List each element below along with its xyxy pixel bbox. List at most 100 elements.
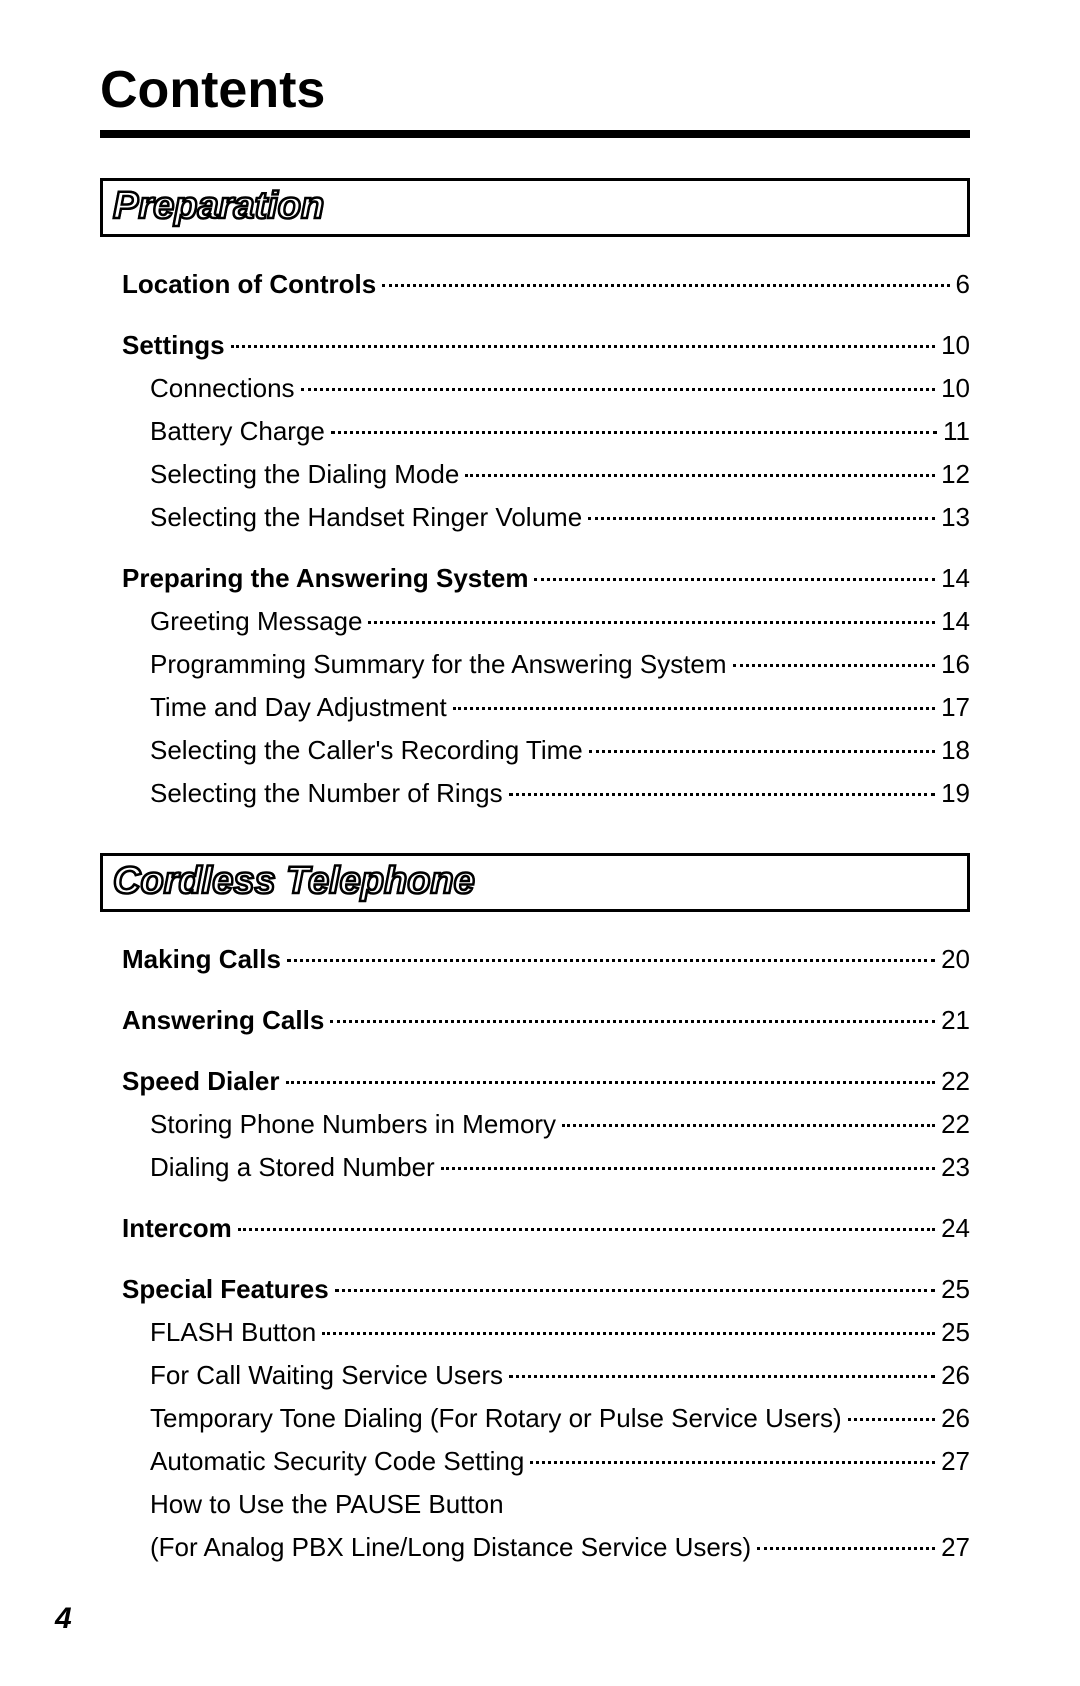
toc-page: 10 xyxy=(941,369,970,408)
toc-row: Answering Calls 21 xyxy=(122,1001,970,1040)
toc-page: 14 xyxy=(941,602,970,641)
toc-group: Special Features25 FLASH Button 25 For Call… xyxy=(122,1270,970,1567)
toc-page: 21 xyxy=(941,1001,970,1040)
toc-page: 19 xyxy=(941,774,970,813)
toc-label: Storing Phone Numbers in Memory xyxy=(150,1105,556,1144)
toc-page: 26 xyxy=(941,1356,970,1395)
toc-page: 18 xyxy=(941,731,970,770)
toc-page: 13 xyxy=(941,498,970,537)
toc-label: Speed Dialer xyxy=(122,1062,280,1101)
toc-label: FLASH Button xyxy=(150,1313,316,1352)
toc-leader xyxy=(382,284,949,287)
toc-row: Selecting the Caller's Recording Time 18 xyxy=(122,731,970,770)
toc-leader xyxy=(848,1418,935,1421)
toc-page: 22 xyxy=(941,1062,970,1101)
toc-row: Greeting Message 14 xyxy=(122,602,970,641)
toc-row: Connections 10 xyxy=(122,369,970,408)
toc-group: Location of Controls 6 xyxy=(122,265,970,304)
section-header-box: Preparation xyxy=(100,178,970,237)
toc-row: Automatic Security Code Setting 27 xyxy=(122,1442,970,1481)
toc-page: 12 xyxy=(941,455,970,494)
toc-list: Location of Controls6Settings10Connectio… xyxy=(122,265,970,813)
toc-label: Battery Charge xyxy=(150,412,325,451)
toc-leader xyxy=(453,707,935,710)
toc-leader xyxy=(335,1289,935,1292)
toc-label: (For Analog PBX Line/Long Distance Servi… xyxy=(150,1528,751,1567)
toc-label: Connections xyxy=(150,369,295,408)
toc-row: Preparing the Answering System 14 xyxy=(122,559,970,598)
section-header-box: Cordless Telephone xyxy=(100,853,970,912)
toc-label: For Call Waiting Service Users xyxy=(150,1356,503,1395)
toc-leader xyxy=(465,474,935,477)
toc-leader xyxy=(330,1020,935,1023)
toc-row: Speed Dialer 22 xyxy=(122,1062,970,1101)
toc-label: Time and Day Adjustment xyxy=(150,688,447,727)
toc-leader xyxy=(589,750,935,753)
toc-page: 16 xyxy=(941,645,970,684)
toc-label: Location of Controls xyxy=(122,265,376,304)
toc-label: Selecting the Handset Ringer Volume xyxy=(150,498,582,537)
section-header-text: Preparation xyxy=(113,185,324,227)
toc-row: Selecting the Number of Rings 19 xyxy=(122,774,970,813)
toc-leader xyxy=(238,1228,935,1231)
toc-label: Selecting the Dialing Mode xyxy=(150,455,459,494)
toc-row: Making Calls20 xyxy=(122,940,970,979)
toc-label: Automatic Security Code Setting xyxy=(150,1442,524,1481)
toc-label: Settings xyxy=(122,326,225,365)
toc-group: Intercom24 xyxy=(122,1209,970,1248)
toc-group: Settings 10 Connections 10 Battery Charge 11 S… xyxy=(122,326,970,537)
toc-leader xyxy=(588,517,935,520)
toc-row: Selecting the Handset Ringer Volume 13 xyxy=(122,498,970,537)
toc-page: 11 xyxy=(943,412,970,451)
toc-page: 24 xyxy=(941,1209,970,1248)
toc-row: How to Use the PAUSE Button xyxy=(122,1485,970,1524)
title-rule xyxy=(100,130,970,138)
toc-label: Selecting the Number of Rings xyxy=(150,774,503,813)
toc-leader xyxy=(562,1124,935,1127)
toc-group: Speed Dialer 22 Storing Phone Numbers in M… xyxy=(122,1062,970,1187)
toc-label: Temporary Tone Dialing (For Rotary or Pu… xyxy=(150,1399,842,1438)
toc-leader xyxy=(331,431,937,434)
toc-row: (For Analog PBX Line/Long Distance Servi… xyxy=(122,1528,970,1567)
section-header-text: Cordless Telephone xyxy=(113,860,475,902)
toc-leader xyxy=(733,664,936,667)
toc-page: 25 xyxy=(941,1313,970,1352)
toc-page: 26 xyxy=(941,1399,970,1438)
toc-label: Greeting Message xyxy=(150,602,362,641)
toc-row: Location of Controls 6 xyxy=(122,265,970,304)
toc-page: 14 xyxy=(941,559,970,598)
toc-row: Selecting the Dialing Mode 12 xyxy=(122,455,970,494)
toc-row: Settings 10 xyxy=(122,326,970,365)
toc-group: Preparing the Answering System14Greeting… xyxy=(122,559,970,813)
toc-row: Temporary Tone Dialing (For Rotary or Pu… xyxy=(122,1399,970,1438)
toc-page: 6 xyxy=(956,265,970,304)
toc-row: For Call Waiting Service Users 26 xyxy=(122,1356,970,1395)
toc-label: Preparing the Answering System xyxy=(122,559,528,598)
toc-page: 23 xyxy=(941,1148,970,1187)
toc-sections: Preparation Location of Controls 6 Settings… xyxy=(100,178,970,1567)
toc-leader xyxy=(286,1081,936,1084)
toc-leader xyxy=(368,621,935,624)
toc-leader xyxy=(509,793,935,796)
toc-leader xyxy=(509,1375,935,1378)
toc-leader xyxy=(287,959,935,962)
toc-leader xyxy=(301,388,936,391)
toc-row: Battery Charge 11 xyxy=(122,412,970,451)
toc-row: Dialing a Stored Number 23 xyxy=(122,1148,970,1187)
toc-group: Making Calls20 xyxy=(122,940,970,979)
toc-page: 10 xyxy=(941,326,970,365)
toc-row: Time and Day Adjustment 17 xyxy=(122,688,970,727)
toc-row: Storing Phone Numbers in Memory22 xyxy=(122,1105,970,1144)
toc-page: 20 xyxy=(941,940,970,979)
page-container: Contents PreparationLocation of Controls… xyxy=(0,0,1080,1667)
toc-label: How to Use the PAUSE Button xyxy=(150,1485,970,1524)
toc-page: 27 xyxy=(941,1442,970,1481)
toc-page: 17 xyxy=(941,688,970,727)
toc-label: Selecting the Caller's Recording Time xyxy=(150,731,583,770)
toc-leader xyxy=(231,345,936,348)
toc-row: Special Features25 xyxy=(122,1270,970,1309)
toc-label: Dialing a Stored Number xyxy=(150,1148,435,1187)
toc-label: Programming Summary for the Answering Sy… xyxy=(150,645,727,684)
toc-label: Answering Calls xyxy=(122,1001,324,1040)
toc-label: Special Features xyxy=(122,1270,329,1309)
